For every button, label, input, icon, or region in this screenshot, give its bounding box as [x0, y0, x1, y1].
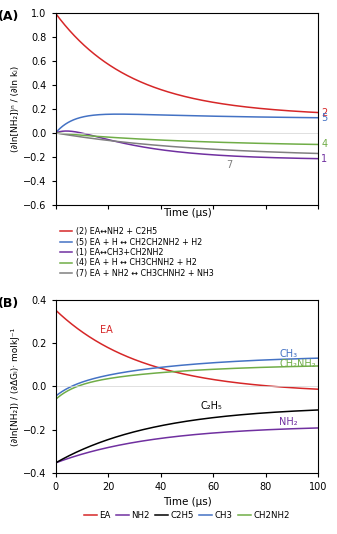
Text: 5: 5 — [321, 113, 327, 123]
Text: 4: 4 — [321, 139, 327, 150]
Y-axis label: (∂ln[NH₂])ⁿ / (∂ln kᵢ): (∂ln[NH₂])ⁿ / (∂ln kᵢ) — [11, 66, 20, 152]
Text: 1: 1 — [321, 154, 327, 163]
Text: NH₂: NH₂ — [279, 417, 298, 427]
Text: 7: 7 — [226, 160, 233, 170]
Text: 2: 2 — [321, 107, 327, 117]
Text: EA: EA — [100, 325, 113, 335]
Text: CH₂NH₂: CH₂NH₂ — [279, 359, 316, 369]
Text: (A): (A) — [0, 10, 19, 22]
Legend: (2) EA↔NH2 + C2H5, (5) EA + H ↔ CH2CH2NH2 + H2, (1) EA↔CH3+CH2NH2, (4) EA + H ↔ : (2) EA↔NH2 + C2H5, (5) EA + H ↔ CH2CH2NH… — [60, 227, 214, 278]
Text: Time (μs): Time (μs) — [163, 208, 211, 217]
Text: CH₃: CH₃ — [279, 349, 297, 359]
Y-axis label: (∂ln[NH₂]) / (∂ΔGᵢ)· molkJ⁻¹: (∂ln[NH₂]) / (∂ΔGᵢ)· molkJ⁻¹ — [11, 327, 20, 445]
X-axis label: Time (μs): Time (μs) — [163, 497, 211, 507]
Text: (B): (B) — [0, 297, 19, 310]
Legend: EA, NH2, C2H5, CH3, CH2NH2: EA, NH2, C2H5, CH3, CH2NH2 — [81, 508, 294, 524]
Text: C₂H₅: C₂H₅ — [200, 401, 222, 411]
